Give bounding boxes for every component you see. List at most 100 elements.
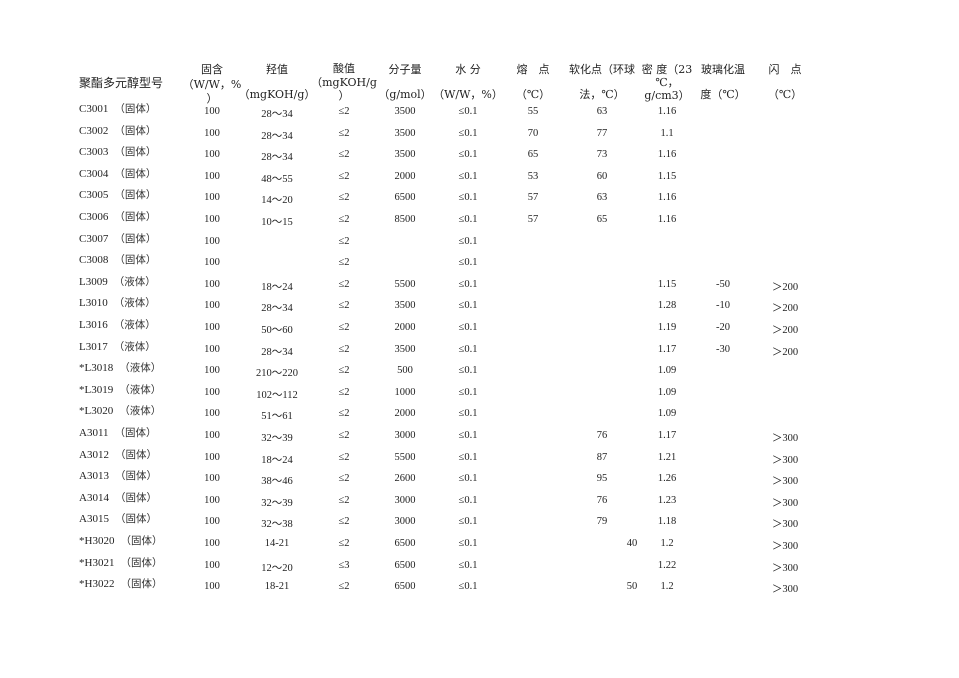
model-cell: C3008 （固体）: [79, 252, 156, 267]
solid-cell: 100: [204, 192, 220, 204]
mp-cell: 53: [527, 170, 539, 182]
acid-cell: ≤2: [338, 322, 350, 333]
header-hydroxyl-line1: 羟值: [266, 63, 288, 76]
model-cell: L3016 （液体）: [79, 317, 156, 332]
density-cell: 1.09: [657, 386, 677, 398]
model-cell: A3015 （固体）: [79, 511, 157, 526]
acid-cell: ≤2: [338, 408, 350, 420]
solid-cell: 100: [204, 278, 220, 290]
model-cell: C3006 （固体）: [79, 209, 156, 224]
mw-cell: 3500: [394, 343, 416, 355]
water-cell: ≤0.1: [458, 127, 478, 139]
model-cell: C3002 （固体）: [79, 123, 156, 138]
solid-cell: 100: [204, 127, 220, 139]
acid-cell: ≤2: [338, 365, 350, 377]
model-cell: C3001 （固体）: [79, 101, 156, 116]
model-cell: C3005 （固体）: [79, 187, 156, 202]
density-cell: 1.2: [660, 538, 674, 549]
hydroxyl-cell: 18-21: [264, 581, 290, 593]
soft-cell: 40: [626, 538, 638, 549]
water-cell: ≤0.1: [458, 494, 478, 506]
water-cell: ≤0.1: [458, 408, 478, 420]
header-water-line2: （W/W，%）: [433, 88, 503, 101]
flash-cell: ＞300: [771, 497, 799, 509]
model-cell: *L3020 （液体）: [79, 403, 161, 418]
hydroxyl-cell: 12～20: [261, 562, 293, 574]
water-cell: ≤0.1: [458, 386, 478, 398]
header-flash-line1: 闪 点: [768, 63, 802, 76]
mw-cell: 6500: [394, 192, 416, 204]
model-name: *H3021: [79, 556, 115, 569]
header-acid-line1: 酸值: [333, 62, 355, 75]
solid-cell: 100: [204, 300, 220, 312]
model-cell: *H3021 （固体）: [79, 555, 162, 570]
model-state: （固体）: [114, 147, 157, 159]
soft-cell: 76: [596, 494, 608, 506]
model-cell: *H3022 （固体）: [79, 576, 162, 591]
model-state: （固体）: [114, 104, 157, 115]
hydroxyl-cell: 32～39: [261, 433, 293, 444]
mp-cell: 70: [527, 127, 539, 139]
header-solid-line1: 固含: [201, 63, 223, 76]
mw-cell: 2000: [394, 170, 416, 182]
water-cell: ≤0.1: [458, 170, 478, 182]
water-cell: ≤0.1: [458, 538, 478, 549]
model-cell: *L3018 （液体）: [79, 360, 161, 375]
flash-cell: ＞200: [771, 281, 799, 293]
soft-cell: 76: [596, 430, 608, 441]
solid-cell: 100: [204, 538, 220, 549]
model-state: （固体）: [120, 557, 163, 569]
header-tg-line1: 玻璃化温: [701, 63, 745, 76]
hydroxyl-cell: 10～15: [261, 217, 293, 228]
acid-cell: ≤2: [338, 192, 350, 204]
mw-cell: 2000: [394, 322, 416, 333]
model-state: （液体）: [113, 341, 156, 353]
solid-cell: 100: [204, 214, 220, 225]
solid-cell: 100: [204, 494, 220, 506]
density-cell: 1.22: [657, 559, 677, 571]
model-name: C3005: [79, 189, 109, 202]
header-acid-line2: （mgKOH/g: [311, 76, 377, 89]
model-state: （固体）: [114, 233, 157, 245]
header-solid-line3: ）: [206, 92, 218, 105]
model-name: *H3020: [79, 535, 115, 547]
density-cell: 1.16: [657, 192, 677, 204]
mp-cell: 55: [527, 106, 539, 117]
water-cell: ≤0.1: [458, 581, 478, 593]
model-name: *L3020: [79, 405, 114, 418]
acid-cell: ≤2: [338, 386, 350, 398]
solid-cell: 100: [204, 257, 220, 269]
acid-cell: ≤2: [338, 149, 350, 161]
soft-cell: 77: [596, 127, 608, 139]
mw-cell: 500: [397, 365, 413, 377]
model-state: （固体）: [114, 212, 157, 223]
model-name: C3008: [79, 254, 109, 267]
soft-cell: 95: [596, 473, 608, 485]
solid-cell: 100: [204, 516, 220, 528]
model-cell: L3010 （液体）: [79, 295, 156, 310]
model-state: （固体）: [114, 255, 157, 267]
header-mw-line1: 分子量: [388, 63, 422, 76]
acid-cell: ≤2: [338, 581, 350, 593]
hydroxyl-cell: 28～34: [261, 346, 293, 358]
header-hydroxyl-line2: （mgKOH/g）: [238, 88, 316, 101]
water-cell: ≤0.1: [458, 300, 478, 312]
acid-cell: ≤2: [338, 473, 350, 485]
mw-cell: 2000: [394, 408, 416, 420]
model-name: L3017: [79, 340, 108, 353]
model-cell: *L3019 （液体）: [79, 382, 161, 397]
hydroxyl-cell: 14-21: [264, 538, 290, 549]
acid-cell: ≤2: [338, 235, 350, 247]
solid-cell: 100: [204, 451, 220, 463]
hydroxyl-cell: 28～34: [261, 109, 293, 120]
model-state: （固体）: [120, 579, 163, 591]
flash-cell: ＞300: [771, 476, 799, 488]
water-cell: ≤0.1: [458, 149, 478, 161]
model-name: A3015: [79, 513, 109, 526]
solid-cell: 100: [204, 322, 220, 333]
flash-cell: ＞300: [771, 433, 799, 444]
tg-cell: -20: [716, 322, 730, 333]
hydroxyl-cell: 38～46: [261, 476, 293, 488]
density-cell: 1.16: [657, 106, 677, 117]
model-name: L3009: [79, 275, 108, 288]
